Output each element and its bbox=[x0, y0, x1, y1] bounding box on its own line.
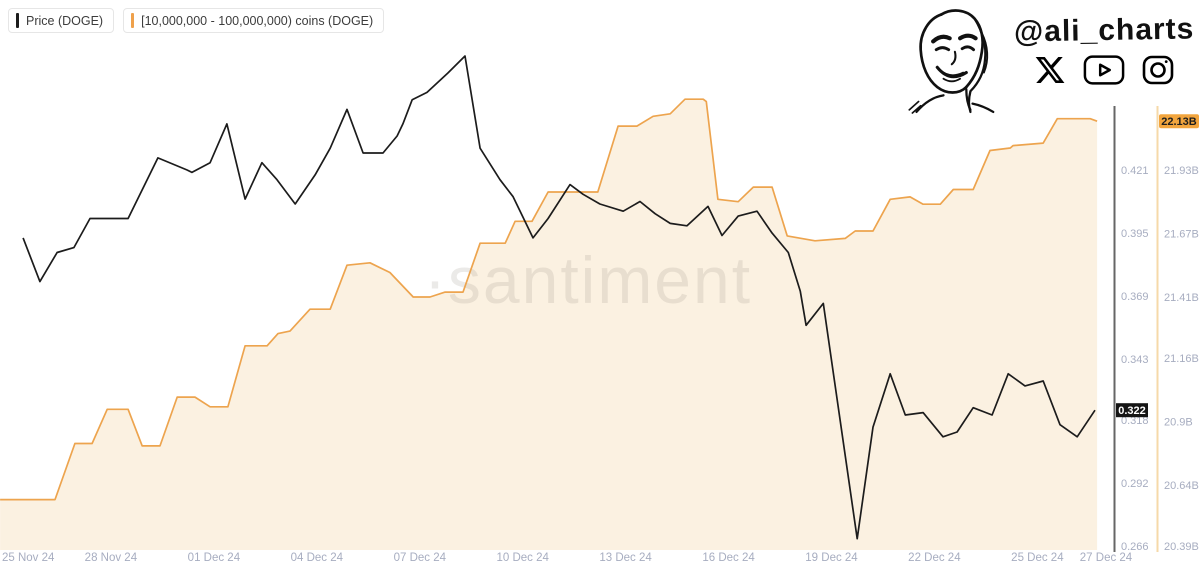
supply-tick-label: 21.41B bbox=[1164, 292, 1199, 304]
supply-current-value: 22.13B bbox=[1161, 116, 1197, 128]
supply-tick-label: 21.16B bbox=[1164, 353, 1199, 365]
artist-handle[interactable]: @ali_charts bbox=[1013, 12, 1195, 49]
whale-holdings-area bbox=[0, 99, 1098, 550]
date-tick-label: 04 Dec 24 bbox=[291, 552, 344, 564]
price-tick-label: 0.318 bbox=[1121, 415, 1149, 427]
date-tick-label: 22 Dec 24 bbox=[908, 552, 961, 564]
price-color-bar bbox=[16, 13, 19, 28]
whale-holdings-color-bar bbox=[131, 13, 135, 28]
supply-current-badge bbox=[1159, 114, 1199, 129]
x-logo-icon[interactable] bbox=[1033, 54, 1067, 86]
date-tick-label: 28 Nov 24 bbox=[85, 552, 138, 564]
legend: Price (DOGE) [10,000,000 - 100,000,000) … bbox=[8, 8, 385, 33]
price-current-value: 0.322 bbox=[1118, 405, 1146, 417]
legend-item-price[interactable]: Price (DOGE) bbox=[8, 8, 115, 33]
supply-tick-label: 21.93B bbox=[1164, 165, 1199, 177]
date-tick-label: 25 Nov 24 bbox=[2, 552, 55, 564]
price-current-badge bbox=[1116, 403, 1148, 418]
supply-tick-label: 21.67B bbox=[1164, 229, 1199, 241]
whale-holdings-line bbox=[0, 98, 1098, 501]
supply-tick-label: 20.9B bbox=[1164, 417, 1193, 429]
legend-item-whale-holdings[interactable]: [10,000,000 - 100,000,000) coins (DOGE) bbox=[123, 8, 385, 33]
date-tick-label: 01 Dec 24 bbox=[188, 552, 241, 564]
price-tick-label: 0.395 bbox=[1121, 228, 1149, 240]
supply-tick-label: 20.64B bbox=[1164, 480, 1199, 492]
price-tick-label: 0.266 bbox=[1121, 541, 1149, 553]
date-tick-label: 27 Dec 24 bbox=[1080, 552, 1133, 564]
date-tick-label: 10 Dec 24 bbox=[496, 552, 549, 564]
youtube-logo-icon[interactable] bbox=[1083, 54, 1125, 86]
supply-tick-label: 20.39B bbox=[1164, 541, 1199, 553]
branding: @ali_charts bbox=[906, 2, 1194, 114]
price-tick-label: 0.421 bbox=[1121, 165, 1149, 177]
date-tick-label: 16 Dec 24 bbox=[702, 552, 755, 564]
artist-face-sketch bbox=[908, 9, 995, 114]
social-icons bbox=[1033, 54, 1175, 86]
legend-price-label: Price (DOGE) bbox=[26, 13, 104, 28]
date-tick-label: 19 Dec 24 bbox=[805, 552, 858, 564]
date-tick-label: 25 Dec 24 bbox=[1011, 552, 1064, 564]
date-tick-label: 13 Dec 24 bbox=[599, 552, 652, 564]
price-tick-label: 0.369 bbox=[1121, 291, 1149, 303]
price-tick-label: 0.343 bbox=[1121, 354, 1149, 366]
price-tick-label: 0.292 bbox=[1121, 478, 1149, 490]
instagram-logo-icon[interactable] bbox=[1141, 54, 1175, 86]
price-line bbox=[22, 55, 1096, 540]
date-tick-label: 07 Dec 24 bbox=[394, 552, 447, 564]
legend-whale-holdings-label: [10,000,000 - 100,000,000) coins (DOGE) bbox=[141, 13, 374, 28]
